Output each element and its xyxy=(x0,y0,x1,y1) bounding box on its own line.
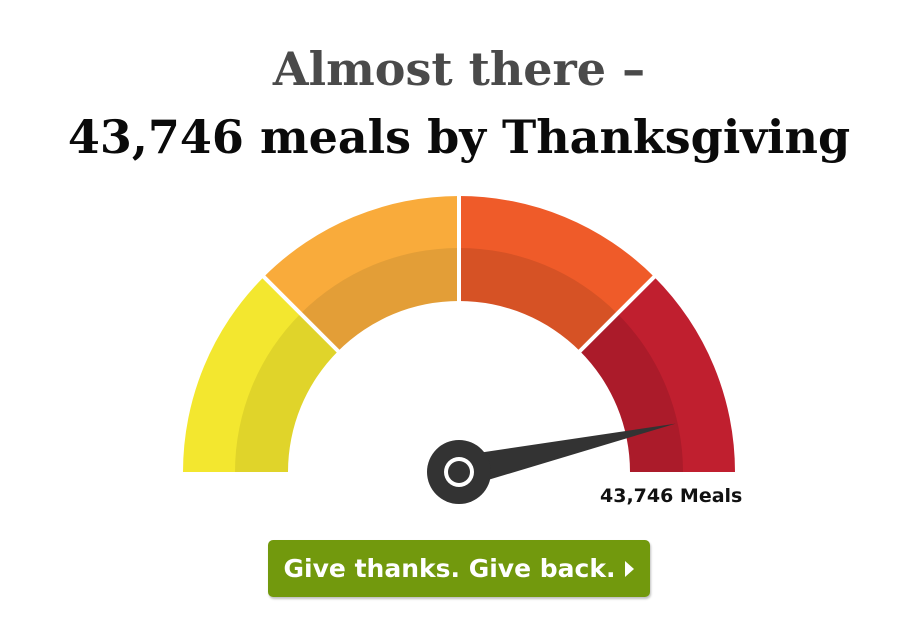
gauge-separator-3 xyxy=(577,274,657,354)
gauge-segment-inner-2 xyxy=(300,248,459,352)
gauge-segment-inner-4 xyxy=(579,313,683,472)
give-back-button-label: Give thanks. Give back. xyxy=(283,554,616,583)
gauge-needle xyxy=(455,423,676,488)
headline-line-1: Almost there – xyxy=(272,42,646,96)
gauge-segment-inner-3 xyxy=(459,248,618,352)
gauge-value-label: 43,746 Meals xyxy=(600,485,743,507)
gauge-segment-inner-1 xyxy=(235,313,339,472)
gauge-hub-center xyxy=(448,461,470,483)
caret-right-icon xyxy=(625,560,635,577)
give-back-button[interactable]: Give thanks. Give back. xyxy=(268,540,650,597)
gauge-segment-outer-2 xyxy=(263,196,459,315)
gauge-segment-outer-1 xyxy=(183,276,302,472)
gauge-separator-1 xyxy=(261,274,341,354)
gauge-segment-outer-3 xyxy=(459,196,655,315)
gauge-segment-outer-4 xyxy=(616,276,735,472)
headline-line-2: 43,746 meals by Thanksgiving xyxy=(67,110,851,164)
